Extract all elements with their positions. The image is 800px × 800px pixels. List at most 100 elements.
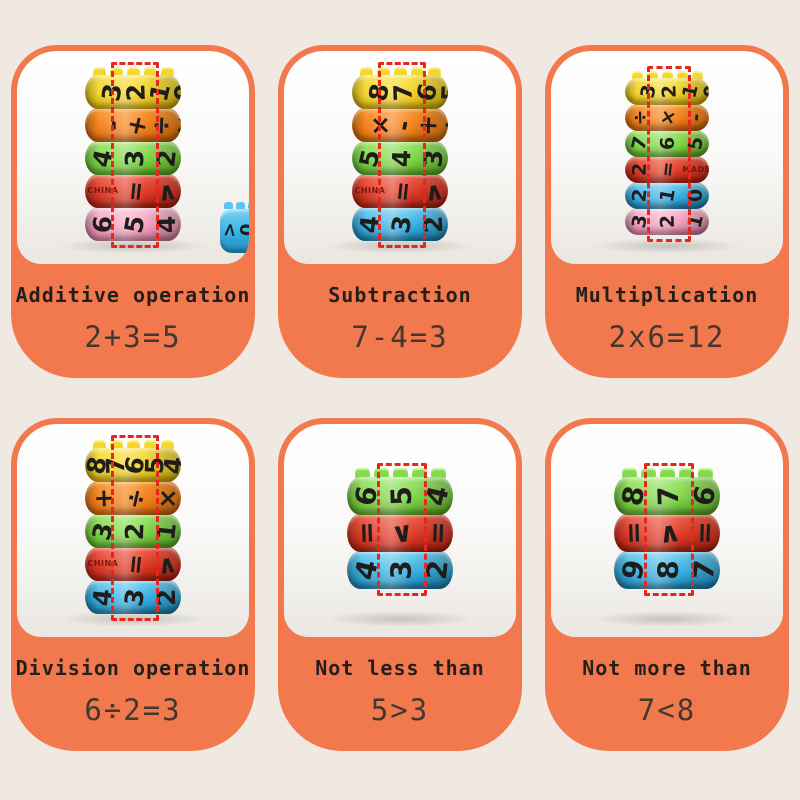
toy-stud (143, 440, 157, 449)
math-cylinder-toy: 3 2 1 0- + ÷ × 4 3 2 CHINA = ∧ 6 5 4 (85, 62, 181, 248)
math-cylinder-toy: 3 2 1 0 ÷ × -7 6 5 2 = MADE 2 1 0 3 2 1 (625, 66, 709, 242)
panel-equation: 7<8 (637, 693, 697, 727)
toy-ring-orange: × - + ÷ (352, 108, 448, 142)
toy-studs (85, 67, 181, 76)
panel-title: Not less than (315, 656, 485, 680)
panel-caption: Not more than 7<8 (545, 637, 789, 751)
ring-symbol: CHINA (87, 559, 119, 568)
math-cylinder-toy: 6 5 4 = ∨ = 4 3 2 (347, 463, 453, 596)
panel-additive-operation: 3 2 1 0- + ÷ × 4 3 2 CHINA = ∧ 6 5 4 >0 Additive operati… (11, 45, 255, 378)
toy-stud (376, 67, 390, 76)
toy-ring-red: = ∨ = (347, 514, 453, 552)
panel-equation: 7-4=3 (351, 320, 449, 354)
highlight-dashed-box (377, 62, 426, 248)
ring-cells: CHINA = ∧ (87, 547, 181, 581)
toy-ring-red: CHINA = ∧ (85, 547, 181, 581)
math-cylinder-toy: 8 7 6 5 4 + ÷ × 3 2 1 CHINA = ∧ 4 3 2 (85, 435, 181, 621)
panel-title: Subtraction (328, 283, 472, 307)
toy-stud (393, 67, 407, 76)
toy-stud (410, 67, 424, 76)
panel-title: Division operation (15, 656, 251, 680)
toy-stud (697, 468, 713, 478)
panel-caption: Additive operation 2+3=5 (11, 264, 255, 378)
toy-studs (224, 202, 249, 209)
ring-symbol: CHINA (87, 186, 119, 195)
ring-cell: CHINA (87, 547, 119, 581)
toy-stud (640, 468, 656, 478)
panel-equation: 6÷2=3 (84, 693, 182, 727)
highlight-dashed-box (646, 66, 691, 242)
toy-ring-orange: ÷ × - (625, 104, 709, 131)
ring-cell: 0 (169, 75, 181, 109)
toy-stud (126, 440, 140, 449)
toy-stud (676, 71, 688, 79)
panel-title: Not more than (582, 656, 752, 680)
panel-title: Additive operation (15, 283, 251, 307)
toy-ring-red: 2 = MADE (625, 156, 709, 183)
ring-symbol: ÷ (435, 113, 448, 137)
ring-symbol: 5 (436, 82, 448, 102)
toy-stud (109, 67, 123, 76)
product-photo: 6 5 4 = ∨ = 4 3 2 (284, 424, 516, 637)
panel-caption: Not less than 5>3 (278, 637, 522, 751)
product-photo: 8 7 6 = ∧ = 9 8 7 (551, 424, 783, 637)
toy-stud (430, 468, 446, 478)
toy-ring-red: = ∧ = (614, 514, 720, 552)
panel-equation: 5>3 (370, 693, 430, 727)
ring-symbol: MADE (682, 164, 709, 174)
ring-symbol: CHINA (354, 186, 386, 195)
ring-cell: MADE (682, 156, 709, 183)
highlight-dashed-box (110, 435, 159, 621)
ring-cell: 5 (436, 75, 448, 109)
ring-cells: CHINA = ∧ (354, 174, 448, 208)
ring-symbol: 0 (169, 82, 181, 102)
product-photo: 3 2 1 0 ÷ × -7 6 5 2 = MADE 2 1 0 3 2 1 (551, 51, 783, 264)
ring-symbol: 0 (700, 84, 709, 99)
highlight-dashed-box (110, 62, 159, 248)
toy-stud (392, 468, 408, 478)
toy-ring-orange: + ÷ × (85, 481, 181, 515)
ring-symbol: 0 (236, 222, 249, 238)
toy-stud (359, 67, 373, 76)
toy-ring-red: CHINA = ∧ (352, 174, 448, 208)
toy-stud (631, 71, 643, 79)
panel-not-more-than: 8 7 6 = ∧ = 9 8 7 Not more than 7<8 (545, 418, 789, 751)
ring-cells: CHINA = ∧ (87, 174, 181, 208)
toy-stud (92, 67, 106, 76)
toy-stud (646, 71, 658, 79)
toy-stud (691, 71, 703, 79)
panel-not-less-than: 6 5 4 = ∨ = 4 3 2 Not less than 5>3 (278, 418, 522, 751)
panel-caption: Multiplication 2x6=12 (545, 264, 789, 378)
toy-studs (614, 468, 720, 478)
toy-studs (625, 71, 709, 79)
panel-caption: Division operation 6÷2=3 (11, 637, 255, 751)
panel-caption: Subtraction 7-4=3 (278, 264, 522, 378)
toy-stud (126, 67, 140, 76)
toy-stud (354, 468, 370, 478)
toy-stud (427, 67, 441, 76)
product-photo: 3 2 1 0- + ÷ × 4 3 2 CHINA = ∧ 6 5 4 >0 (17, 51, 249, 264)
toy-ring-orange: - + ÷ × (85, 108, 181, 142)
toy-stud (143, 67, 157, 76)
ring-cell: × (169, 108, 181, 142)
product-photo: 8 7 6 5 4 + ÷ × 3 2 1 CHINA = ∧ 4 3 2 (17, 424, 249, 637)
ring-cell: 0 (700, 78, 709, 105)
panel-equation: 2+3=5 (84, 320, 182, 354)
ring-cell: ÷ (435, 108, 448, 142)
panel-division-operation: 8 7 6 5 4 + ÷ × 3 2 1 CHINA = ∧ 4 3 2 Division operation… (11, 418, 255, 751)
toy-studs (347, 468, 453, 478)
panel-subtraction: 8 7 6 5 × - + ÷ 5 4 3 CHINA = ∧ 4 3 2 Subtraction 7-4=3 (278, 45, 522, 378)
